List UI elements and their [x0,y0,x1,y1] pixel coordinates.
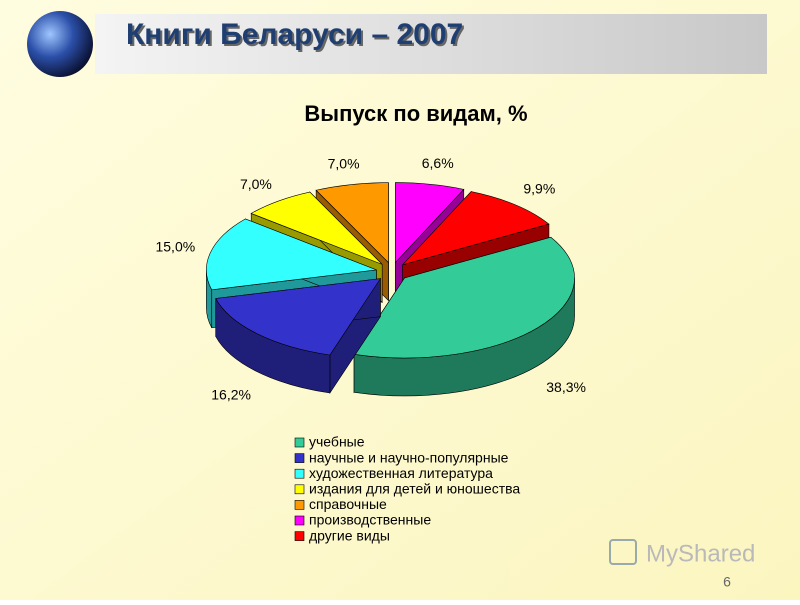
legend-swatch [294,484,305,495]
globe-icon [27,11,93,77]
legend-swatch [294,437,305,448]
data-label: 16,2% [211,387,251,403]
legend-label: художественная литература [309,465,493,481]
pie: 38,3% 16,2% 15,0% 7,0% 7,0% 6,6% 9,9% [155,155,585,402]
legend-swatch [294,468,305,479]
legend-label: другие виды [309,527,390,543]
slide-title-shadow: Книги Беларуси – 2007 [128,20,465,53]
slice [353,236,575,359]
slice [206,218,377,291]
legend-swatch [294,531,305,541]
watermark-icon [609,539,637,565]
slice [394,182,465,264]
slice [215,278,382,356]
legend-label: учебные [309,434,365,450]
page-number: 6 [723,574,731,590]
legend-label: справочные [309,496,387,512]
legend-label: производственные [309,512,431,528]
slice [250,191,383,265]
data-label: 38,3% [546,379,586,395]
slice [401,191,550,266]
title-banner [95,14,767,74]
data-label: 7,0% [328,155,360,171]
data-label: 15,0% [155,239,195,255]
watermark: MyShared [646,540,755,567]
data-label: 6,6% [422,155,454,171]
data-label: 9,9% [523,180,555,196]
legend-swatch [294,453,305,463]
legend-label: издания для детей и юношества [309,481,520,497]
data-label: 7,0% [240,176,272,192]
legend-label: научные и научно-популярные [309,449,509,465]
legend-swatch [294,515,305,526]
chart-title: Выпуск по видам, % [304,101,527,126]
slice [315,182,389,264]
slide-title: Книги Беларуси – 2007 [126,18,463,51]
legend-swatch [294,500,305,510]
